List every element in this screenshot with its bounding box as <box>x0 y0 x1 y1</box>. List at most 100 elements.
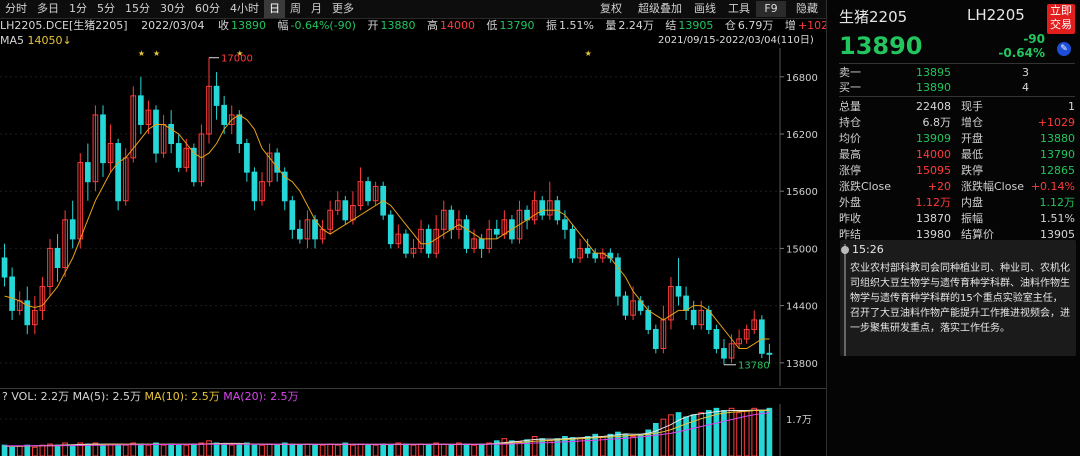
vol-bar <box>191 443 197 456</box>
price-tick-label: 15600 <box>786 187 818 198</box>
ask-row: 卖一 13895 3 <box>839 65 1075 81</box>
vol-ma20: MA(20): 2.5万 <box>223 390 299 403</box>
candle-body <box>213 85 220 106</box>
period-tab-6[interactable]: 60分 <box>195 2 220 15</box>
candle-body <box>751 319 758 330</box>
stat-value: 13790 <box>1040 148 1075 161</box>
period-tab-3[interactable]: 5分 <box>97 2 115 15</box>
candle-body <box>410 247 417 254</box>
vol-bar <box>766 407 773 456</box>
vol-bar <box>289 443 296 456</box>
candle-body <box>539 200 546 216</box>
candle-body <box>433 228 440 254</box>
draw-line-button[interactable]: 画线 <box>694 2 716 15</box>
period-tab-8[interactable]: 日 <box>264 0 285 18</box>
stat-value: 13980 <box>916 228 951 241</box>
vol-bar <box>531 436 538 456</box>
vol-bar <box>266 443 273 456</box>
price-tick-label: 13800 <box>786 359 818 370</box>
candle-body <box>516 209 523 240</box>
candle-body <box>531 200 538 221</box>
volume-chart[interactable]: 1.7万 <box>0 404 826 456</box>
news-card[interactable]: 15:26 农业农村部科教司会同种植业司、种业司、农机化司组织大豆生物学与遗传育… <box>840 240 1076 356</box>
overlay-button[interactable]: 超级叠加 <box>638 2 682 15</box>
vol-tick-label: 1.7万 <box>786 415 812 426</box>
stat-value: 6.8万 <box>922 116 952 129</box>
candle-body <box>584 247 591 254</box>
period-tab-2[interactable]: 1分 <box>69 2 87 15</box>
edit-icon[interactable]: ✎ <box>1057 42 1071 56</box>
vol-bar <box>54 444 61 456</box>
period-tab-1[interactable]: 多日 <box>37 2 59 15</box>
oi-label: 仓 <box>724 19 736 32</box>
vol-bar <box>743 410 750 456</box>
ma5-label: MA5 <box>0 34 25 47</box>
period-tabs: 分时 多日 1分 5分 15分 30分 60分 4小时日周月更多 <box>0 0 359 18</box>
trade-button[interactable]: 立即交易 <box>1047 4 1075 34</box>
period-tab-5[interactable]: 30分 <box>160 2 185 15</box>
vol-bar <box>138 443 144 456</box>
period-tab-11[interactable]: 更多 <box>332 2 354 15</box>
stat-row: 持仓 6.8万 增仓 +1029 <box>839 115 1075 131</box>
oichg-value: +1029 <box>797 19 836 32</box>
vol-bar <box>259 444 265 456</box>
close-value: 13890 <box>230 19 266 32</box>
candle-body <box>39 286 46 311</box>
candle-body <box>652 328 659 350</box>
f9-button[interactable]: F9 <box>756 1 786 17</box>
vol-bar <box>713 407 720 456</box>
period-tab-7[interactable]: 4小时 <box>230 2 259 15</box>
tools-button[interactable]: 工具 <box>728 2 750 15</box>
vol-bar <box>31 446 38 456</box>
vol-bar <box>425 444 432 456</box>
candle-body <box>425 228 432 254</box>
vol-bar <box>334 444 341 456</box>
candle-body <box>728 343 735 359</box>
stat-value: 1 <box>1068 100 1075 113</box>
vol-bar <box>274 444 281 456</box>
candle-body <box>546 200 553 216</box>
vol-bar <box>281 442 288 456</box>
period-tab-10[interactable]: 月 <box>311 2 322 15</box>
vol-label: 量 <box>605 19 617 32</box>
vol-bar <box>107 443 114 456</box>
price-tick-label: 14400 <box>786 302 818 313</box>
candle-body <box>304 219 311 240</box>
candle-body <box>183 147 190 168</box>
candle-body <box>334 200 341 211</box>
vol-bar <box>554 438 561 456</box>
candle-body <box>175 143 182 168</box>
event-star-icon: ★ <box>585 49 592 58</box>
timeline-bar <box>844 244 846 356</box>
adjust-button[interactable]: 复权 <box>600 2 622 15</box>
vol-bar <box>501 438 508 456</box>
timeline-dot-icon <box>841 246 849 254</box>
period-tab-9[interactable]: 周 <box>290 2 301 15</box>
period-tab-4[interactable]: 15分 <box>125 2 150 15</box>
candle-body <box>289 200 296 230</box>
hide-button[interactable]: 隐藏 <box>796 2 818 15</box>
vol-bar <box>705 410 712 456</box>
vol-bar <box>448 444 455 456</box>
candle-body <box>592 252 599 259</box>
candle-body <box>615 257 621 297</box>
open-value: 13880 <box>380 19 416 32</box>
period-tab-0[interactable]: 分时 <box>5 2 27 15</box>
quote-panel: 生猪2205 LH2205 立即交易 13890 -90 -0.64% ✎ 卖一… <box>826 0 1080 456</box>
candle-body <box>327 209 334 230</box>
candle-body <box>357 181 364 207</box>
side-name: 生猪2205 <box>839 8 908 26</box>
vol-bar <box>471 444 477 456</box>
stat-label: 总量 <box>839 100 861 113</box>
vol-bar <box>645 429 652 456</box>
candle-body <box>675 286 682 297</box>
candle-body <box>342 200 349 221</box>
high-label: 高 <box>426 19 438 32</box>
stat-row: 均价 13909 开盘 13880 <box>839 131 1075 147</box>
candle-body <box>766 352 773 355</box>
stat-label: 外盘 <box>839 196 861 209</box>
news-text: 农业农村部科教司会同种植业司、种业司、农机化司组织大豆生物学与遗传育种学科群、油… <box>850 263 1070 334</box>
vol-bar <box>630 436 636 456</box>
vol-collapse-icon[interactable]: ? <box>2 390 8 403</box>
